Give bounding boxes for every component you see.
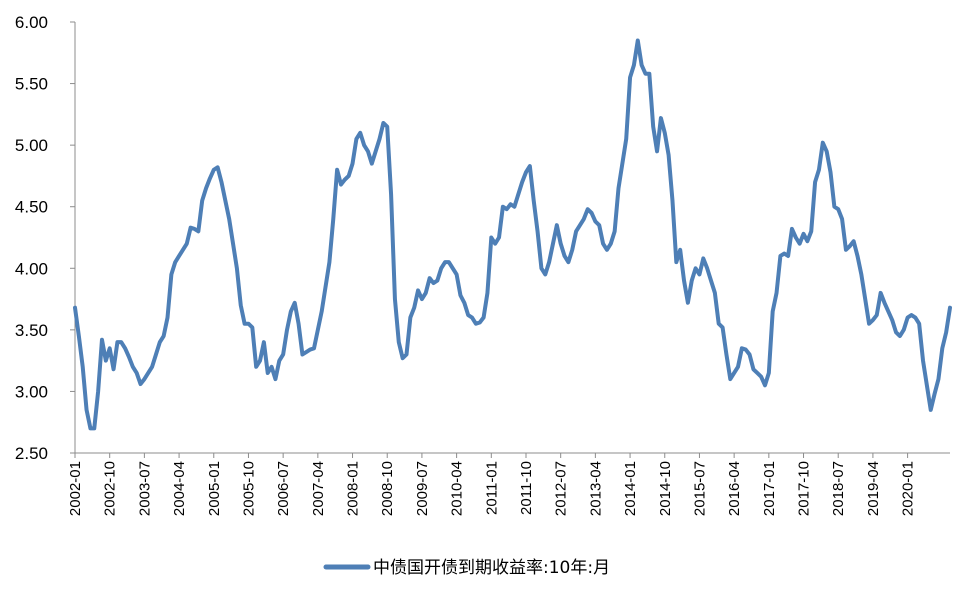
x-tick-label: 2011-10 bbox=[518, 461, 535, 515]
x-tick-label: 2014-01 bbox=[622, 461, 639, 516]
x-tick-label: 2010-04 bbox=[449, 461, 466, 516]
x-tick-label: 2004-04 bbox=[171, 461, 188, 516]
x-tick-label: 2014-10 bbox=[657, 461, 674, 516]
x-tick-label: 2012-07 bbox=[553, 461, 570, 516]
x-tick-label: 2015-07 bbox=[691, 461, 708, 516]
y-tick-label: 2.50 bbox=[15, 444, 48, 463]
x-tick-label: 2008-10 bbox=[379, 461, 396, 516]
legend-label: 中债国开债到期收益率:10年:月 bbox=[373, 558, 610, 578]
x-tick-label: 2007-04 bbox=[310, 461, 327, 516]
series-line bbox=[73, 38, 952, 431]
legend: 中债国开债到期收益率:10年:月 bbox=[323, 558, 610, 578]
x-tick-label: 2008-01 bbox=[345, 461, 362, 516]
x-tick-label: 2009-07 bbox=[414, 461, 431, 516]
x-tick-label: 2019-04 bbox=[865, 461, 882, 516]
x-tick-label: 2016-04 bbox=[726, 461, 743, 516]
x-tick-label: 2017-10 bbox=[796, 461, 813, 516]
x-tick-label: 2002-01 bbox=[67, 461, 84, 516]
y-tick-label: 4.00 bbox=[15, 259, 48, 278]
y-tick-label: 5.00 bbox=[15, 136, 48, 155]
x-tick-label: 2006-07 bbox=[275, 461, 292, 516]
x-tick-label: 2018-07 bbox=[830, 461, 847, 516]
y-tick-label: 5.50 bbox=[15, 75, 48, 94]
x-tick-label: 2005-01 bbox=[206, 461, 223, 516]
plot-area bbox=[73, 38, 952, 431]
x-tick-label: 2017-01 bbox=[761, 461, 778, 516]
x-tick-label: 2020-01 bbox=[900, 461, 917, 516]
y-tick-label: 6.00 bbox=[15, 13, 48, 32]
x-tick-label: 2011-01 bbox=[483, 461, 500, 515]
x-axis: 2002-01 2002-10 2003-07 2004-04 2005-01 2005-… bbox=[67, 452, 950, 516]
y-tick-label: 3.50 bbox=[15, 321, 48, 340]
y-tick-label: 3.00 bbox=[15, 382, 48, 401]
x-tick-label: 2002-10 bbox=[102, 461, 119, 516]
x-tick-label: 2005-10 bbox=[240, 461, 257, 516]
x-tick-label: 2013-04 bbox=[587, 461, 604, 516]
y-axis: 2.50 3.00 3.50 4.00 4.50 5.00 5.50 6.00 bbox=[15, 13, 76, 463]
y-tick-label: 4.50 bbox=[15, 198, 48, 217]
x-tick-label: 2003-07 bbox=[136, 461, 153, 516]
